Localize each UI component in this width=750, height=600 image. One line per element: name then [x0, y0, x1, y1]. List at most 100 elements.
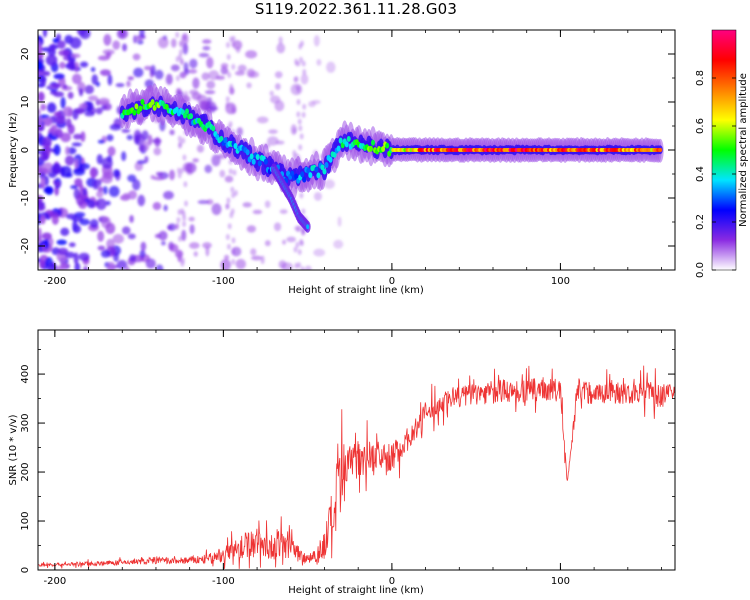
noise-blob: [248, 71, 260, 78]
ridge-core: [182, 112, 187, 119]
noise-blob: [108, 185, 120, 197]
noise-blob: [225, 41, 230, 48]
noise-blob: [188, 69, 198, 74]
noise-blob: [140, 241, 147, 251]
ridge-core: [371, 139, 376, 146]
noise-blob: [153, 176, 165, 181]
noise-blob: [202, 45, 211, 51]
noise-blob: [41, 76, 46, 87]
noise-blob: [206, 80, 216, 90]
noise-blob: [127, 76, 134, 81]
noise-blob: [233, 190, 238, 197]
spectrogram-noise: [38, 30, 344, 270]
noise-blob: [177, 209, 182, 216]
noise-blob: [70, 184, 78, 190]
noise-blob: [57, 40, 66, 49]
noise-blob: [79, 218, 90, 226]
snr-x-tick-label: -100: [212, 576, 235, 587]
snr-series: [38, 365, 675, 569]
noise-blob: [129, 215, 134, 223]
noise-blob: [167, 223, 177, 231]
noise-blob: [129, 254, 136, 262]
noise-blob: [84, 84, 95, 95]
noise-blob: [231, 63, 236, 70]
noise-blob: [169, 169, 175, 181]
noise-blob: [313, 248, 326, 257]
noise-blob: [51, 163, 62, 175]
noise-blob: [75, 107, 85, 115]
noise-blob: [80, 131, 86, 143]
noise-blob: [38, 115, 43, 128]
noise-blob: [196, 144, 205, 153]
noise-blob: [74, 211, 86, 218]
ridge-core: [385, 142, 390, 149]
noise-blob: [220, 62, 229, 69]
noise-blob: [297, 262, 302, 269]
noise-blob: [225, 96, 230, 103]
noise-blob: [115, 83, 125, 88]
snr-panel: -200 -100 0 100 0 100 200 300 400 Height of str…: [8, 329, 676, 596]
noise-blob: [43, 186, 53, 194]
spectrogram-y-tick-label: 10: [20, 96, 31, 109]
noise-blob: [198, 100, 210, 111]
noise-blob: [112, 169, 120, 178]
noise-blob: [153, 147, 162, 156]
ridge-core: [211, 125, 216, 132]
noise-blob: [41, 232, 52, 240]
noise-blob: [60, 96, 66, 109]
noise-blob: [90, 67, 96, 72]
noise-blob: [126, 80, 131, 88]
noise-blob: [299, 240, 304, 247]
noise-blob: [231, 35, 236, 42]
ridge-core: [294, 173, 299, 180]
noise-blob: [170, 64, 180, 72]
noise-blob: [39, 214, 46, 225]
noise-blob: [206, 97, 213, 103]
ridge-core: [219, 135, 224, 142]
colorbar-tick-label: 0.8: [695, 70, 706, 86]
noise-blob: [256, 116, 269, 124]
noise-blob: [313, 191, 322, 201]
colorbar-tick-label: 0.4: [695, 166, 706, 182]
noise-blob: [226, 53, 231, 60]
ridge-core: [255, 153, 260, 160]
noise-blob: [228, 168, 233, 175]
noise-blob: [106, 261, 116, 270]
noise-blob: [246, 225, 256, 233]
spectrogram-y-axis-label: Frequency (Hz): [8, 112, 19, 188]
noise-blob: [116, 259, 128, 270]
noise-blob: [177, 253, 182, 260]
noise-blob: [175, 75, 180, 82]
noise-blob: [296, 87, 301, 94]
noise-blob: [121, 128, 131, 134]
ridge-core: [346, 135, 351, 142]
noise-blob: [165, 73, 173, 85]
noise-blob: [231, 41, 236, 48]
spectrogram-heatmap: [38, 30, 664, 270]
noise-blob: [181, 137, 186, 144]
noise-blob: [60, 227, 70, 237]
noise-blob: [290, 83, 303, 96]
snr-frame: [37, 329, 676, 571]
ridge-core: [249, 153, 254, 160]
branch-core: [306, 224, 310, 230]
ridge-core: [132, 109, 137, 116]
noise-blob: [279, 209, 288, 214]
noise-blob: [54, 265, 66, 270]
colorbar-tick-label: 0.0: [695, 262, 706, 278]
ridge-core: [245, 149, 250, 156]
noise-blob: [48, 44, 59, 50]
ridge-core: [314, 166, 319, 173]
noise-blob: [137, 194, 146, 207]
noise-blob: [107, 74, 113, 86]
noise-blob: [228, 121, 233, 128]
noise-blob: [78, 252, 90, 261]
ridge-core: [150, 99, 155, 106]
noise-blob: [230, 208, 235, 215]
noise-blob: [202, 39, 212, 44]
snr-y-tick-label: 0: [20, 567, 31, 573]
noise-blob: [333, 239, 344, 249]
noise-blob: [42, 136, 52, 149]
noise-blob: [98, 97, 110, 105]
